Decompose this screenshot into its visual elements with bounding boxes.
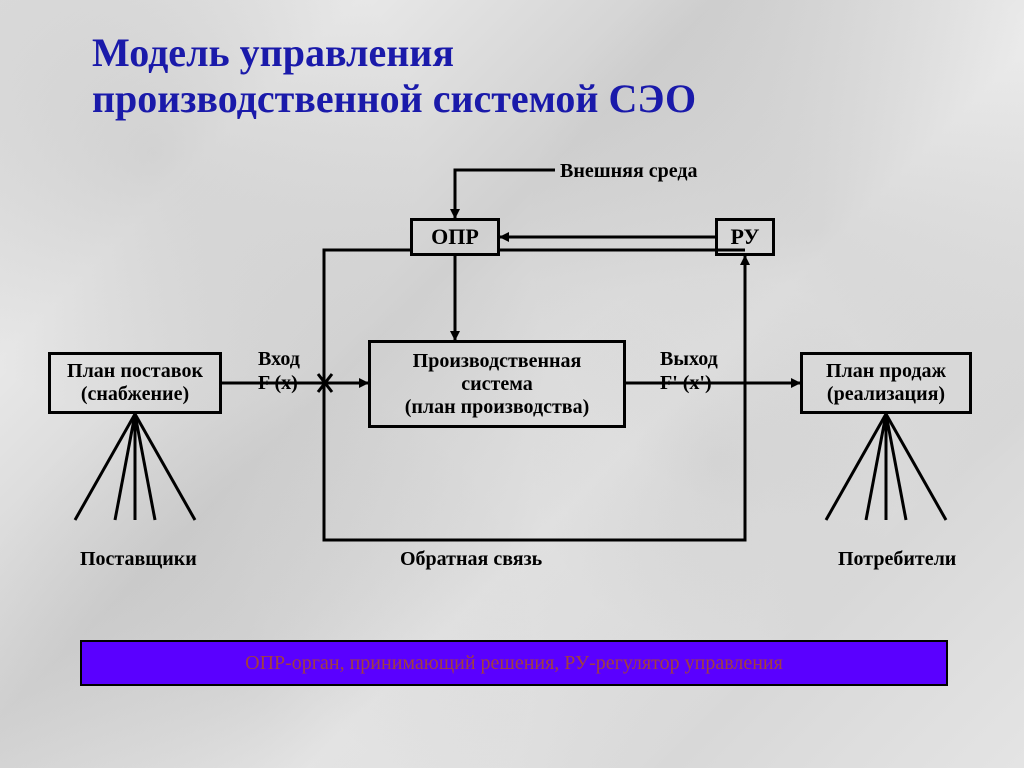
- node-ru-label: РУ: [730, 224, 759, 250]
- node-prod-l3: (план производства): [405, 396, 590, 419]
- node-opr: ОПР: [410, 218, 500, 256]
- label-input: Вход: [258, 348, 300, 371]
- node-prod-l1: Производственная: [413, 350, 582, 373]
- node-sales-l2: (реализация): [827, 383, 945, 406]
- label-output-fx: F' (x'): [660, 372, 712, 395]
- legend-text: ОПР-орган, принимающий решения, РУ-регул…: [245, 652, 783, 675]
- legend-bar: ОПР-орган, принимающий решения, РУ-регул…: [80, 640, 948, 686]
- title-line1: Модель управления: [92, 30, 696, 76]
- label-input-fx: F (x): [258, 372, 298, 395]
- node-production: Производственная система (план производс…: [368, 340, 626, 428]
- node-supply: План поставок (снабжение): [48, 352, 222, 414]
- node-supply-l1: План поставок: [67, 360, 203, 383]
- slide-title: Модель управления производственной систе…: [92, 30, 696, 122]
- node-ru: РУ: [715, 218, 775, 256]
- slide: Модель управления производственной систе…: [0, 0, 1024, 768]
- label-environment: Внешняя среда: [560, 160, 698, 183]
- node-supply-l2: (снабжение): [81, 383, 189, 406]
- label-consumers: Потребители: [838, 548, 956, 571]
- title-line2: производственной системой СЭО: [92, 76, 696, 122]
- node-sales: План продаж (реализация): [800, 352, 972, 414]
- label-feedback: Обратная связь: [400, 548, 542, 571]
- node-sales-l1: План продаж: [826, 360, 946, 383]
- node-opr-label: ОПР: [431, 224, 479, 250]
- label-output: Выход: [660, 348, 718, 371]
- node-prod-l2: система: [461, 373, 532, 396]
- label-suppliers: Поставщики: [80, 548, 197, 571]
